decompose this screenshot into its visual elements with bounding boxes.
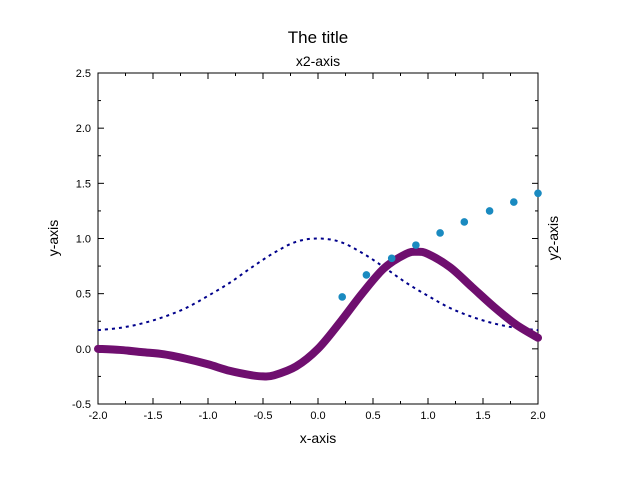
series-2-point-5 (460, 218, 469, 226)
x-tick-label-0: -2.0 (89, 410, 108, 422)
y-tick-label-1: 0.0 (76, 344, 91, 356)
y-tick-label-2: 0.5 (76, 289, 91, 301)
series-1-thick-line (94, 247, 542, 381)
y-tick-label-4: 1.5 (76, 178, 91, 190)
x-tick-label-6: 1.0 (420, 410, 435, 422)
x2-axis-label: x2-axis (296, 53, 340, 69)
y-tick-label-3: 1.0 (76, 234, 91, 246)
series-2-point-1 (362, 271, 371, 279)
series-layer (94, 189, 542, 381)
series-2-point-8 (534, 189, 542, 198)
x-tick-label-2: -1.0 (199, 410, 218, 422)
y-tick-label-6: 2.5 (76, 68, 91, 80)
y-ticks: -0.5 0.0 0.5 1.0 1.5 2.0 2.5 (72, 68, 538, 411)
y-tick-label-0: -0.5 (72, 399, 91, 411)
x-tick-label-8: 2.0 (530, 410, 545, 422)
x-axis-label: x-axis (300, 430, 337, 446)
y-axis-label: y-axis (45, 220, 61, 257)
series-2-point-6 (485, 207, 494, 215)
y2-axis-label: y2-axis (545, 216, 561, 260)
series-2-point-7 (510, 198, 518, 206)
x-ticks: -2.0 -1.5 -1.0 -0.5 0.0 0.5 1.0 1.5 2.0 (89, 73, 546, 422)
chart-title: The title (288, 28, 348, 47)
x-tick-label-7: 1.5 (475, 410, 490, 422)
x-tick-label-4: 0.0 (310, 410, 325, 422)
series-2-point-3 (412, 241, 420, 249)
y-tick-label-5: 2.0 (76, 123, 91, 135)
series-2-point-2 (387, 254, 396, 263)
x-tick-label-5: 0.5 (365, 410, 380, 422)
x-tick-label-1: -1.5 (144, 410, 163, 422)
x-tick-label-3: -0.5 (254, 410, 273, 422)
series-2-point-0 (338, 293, 347, 301)
series-2-point-4 (436, 229, 444, 237)
